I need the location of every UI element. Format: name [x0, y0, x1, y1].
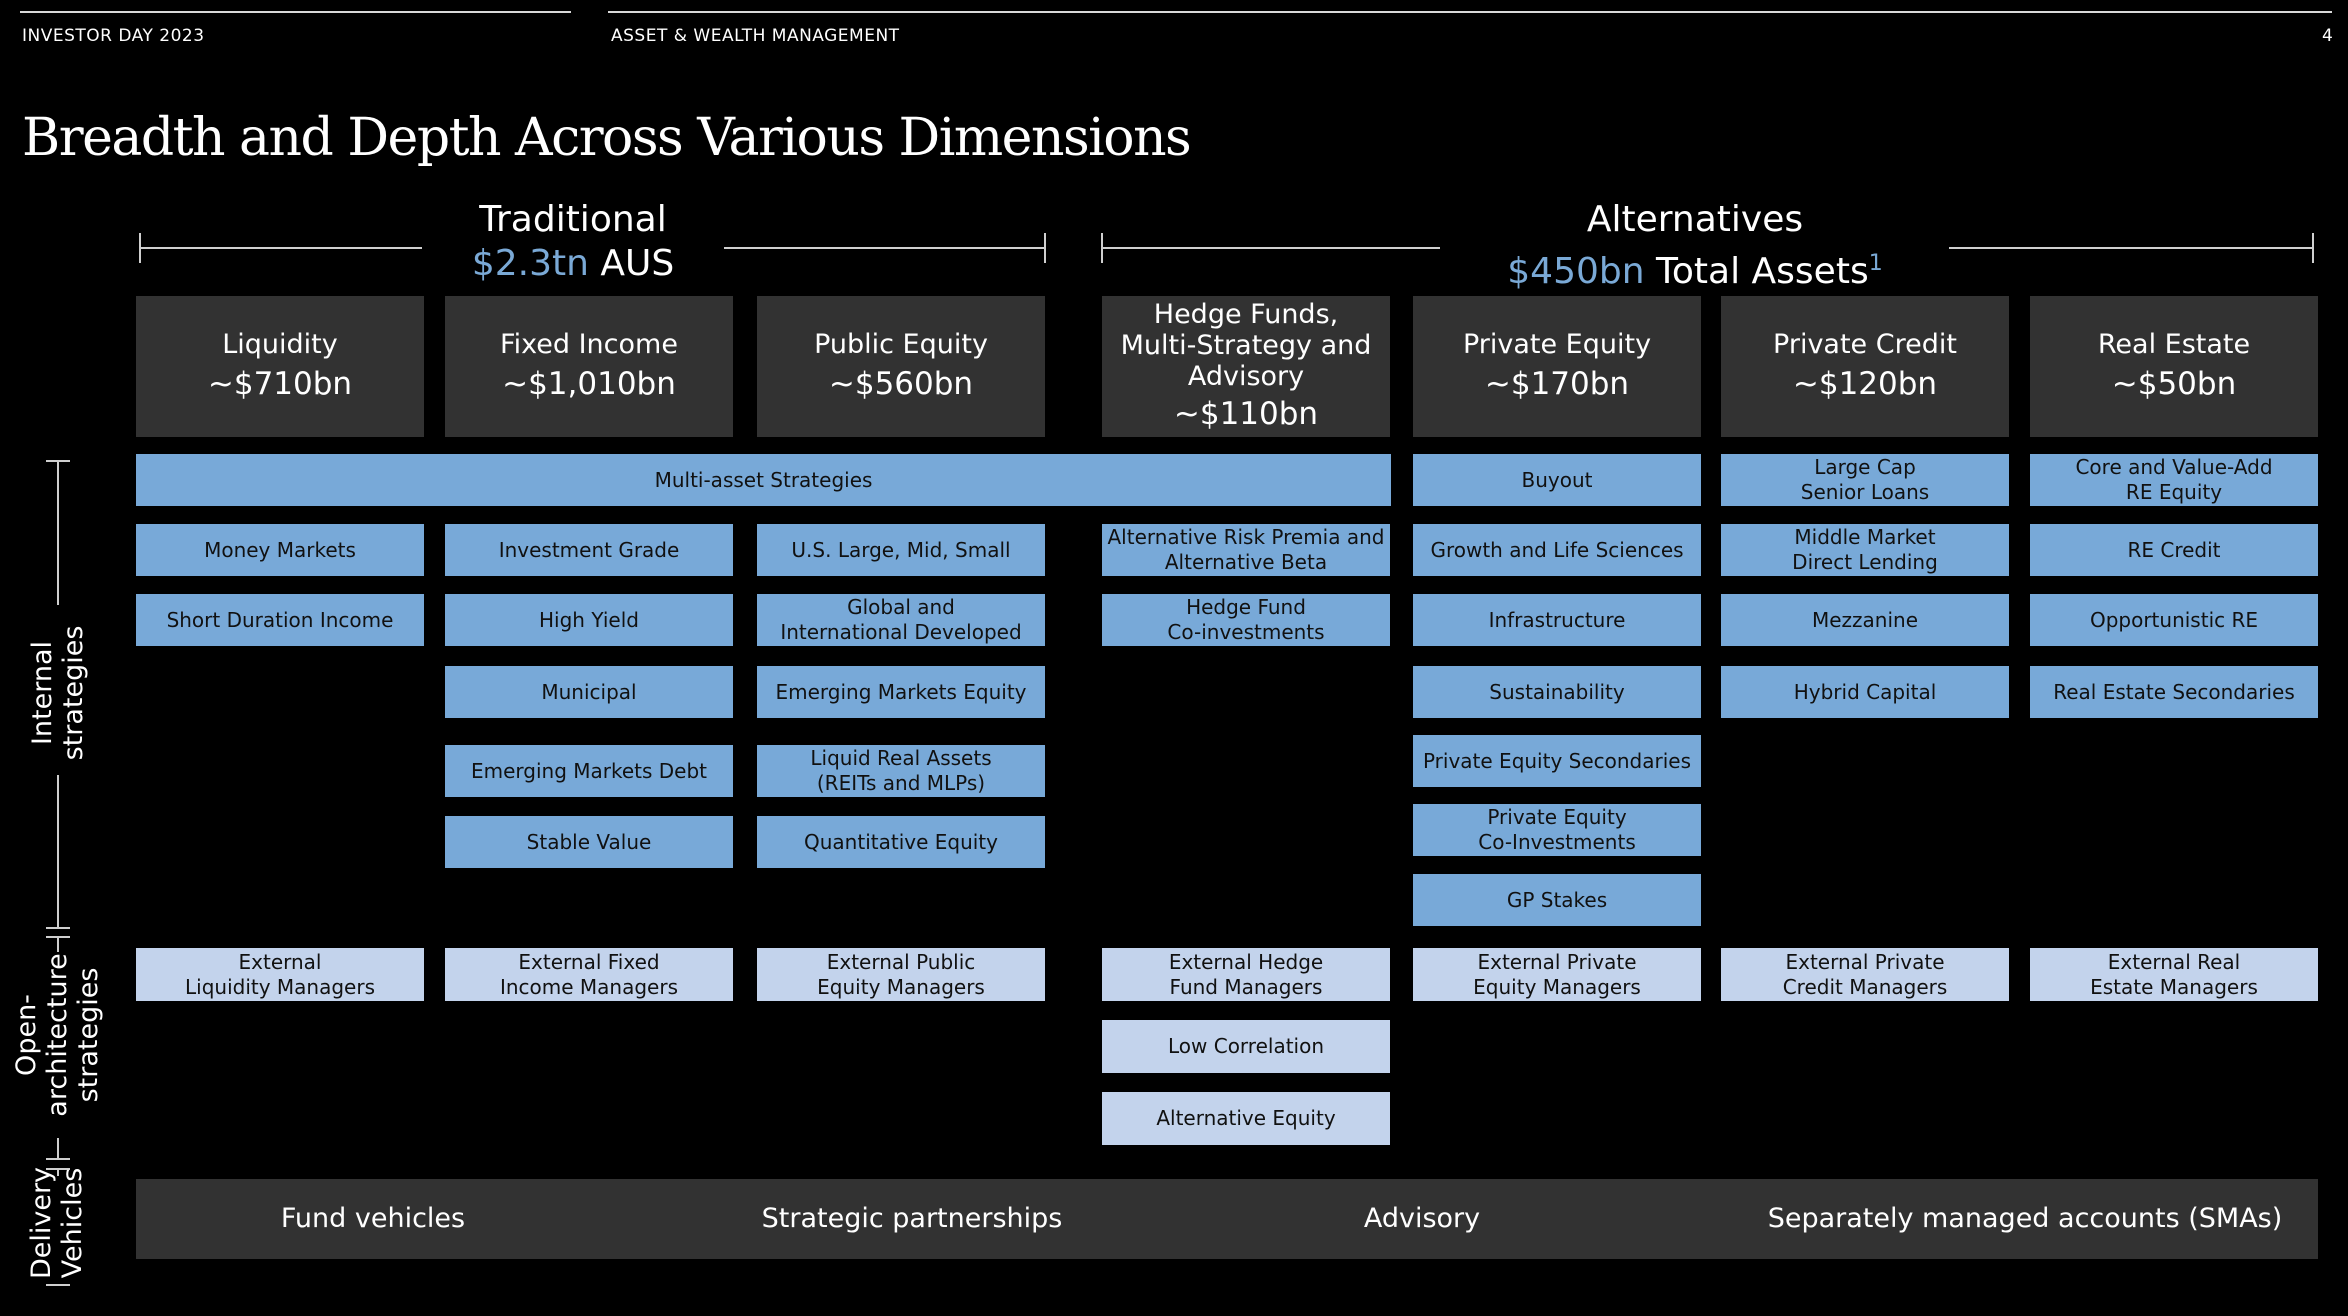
internal-strategies-label: Internal strategies	[27, 625, 89, 761]
strategy-box: Stable Value	[445, 816, 733, 868]
strategy-multi-asset: Multi-asset Strategies	[136, 454, 1391, 506]
strategy-box: Hybrid Capital	[1721, 666, 2009, 718]
side-bracket-open-lower	[57, 1138, 59, 1158]
strategy-box: Infrastructure	[1413, 594, 1701, 646]
strategy-box: Quantitative Equity	[757, 816, 1045, 868]
trad-bracket-left	[139, 247, 422, 249]
strategy-box: U.S. Large, Mid, Small	[757, 524, 1045, 576]
strategy-box: Real Estate Secondaries	[2030, 666, 2318, 718]
column-value: ~$560bn	[828, 366, 974, 402]
strategy-box: Hedge Fund Co-investments	[1102, 594, 1390, 646]
column-header-liquidity: Liquidity ~$710bn	[136, 296, 424, 437]
strategy-box: Mezzanine	[1721, 594, 2009, 646]
column-name: Fixed Income	[500, 329, 678, 360]
column-value: ~$50bn	[2111, 366, 2237, 402]
alt-bracket-right	[1949, 247, 2313, 249]
column-value: ~$120bn	[1792, 366, 1938, 402]
traditional-heading: Traditional $2.3tn AUS	[422, 198, 724, 286]
trad-bracket-right-tick	[1044, 233, 1046, 263]
delivery-item-advisory: Advisory	[1363, 1203, 1481, 1234]
external-manager-box: External Liquidity Managers	[136, 948, 424, 1001]
strategy-box: Private Equity Secondaries	[1413, 735, 1701, 787]
strategy-box: Sustainability	[1413, 666, 1701, 718]
strategy-box: Private Equity Co-Investments	[1413, 804, 1701, 856]
event-label: INVESTOR DAY 2023	[22, 26, 205, 46]
traditional-total: $2.3tn AUS	[471, 243, 675, 284]
column-header-hedge-funds: Hedge Funds, Multi-Strategy and Advisory…	[1102, 296, 1390, 437]
column-name: Private Equity	[1462, 329, 1652, 360]
delivery-vehicles-bar	[136, 1179, 2318, 1259]
strategy-box: Municipal	[445, 666, 733, 718]
column-header-private-equity: Private Equity ~$170bn	[1413, 296, 1701, 437]
low-correlation-box: Low Correlation	[1102, 1020, 1390, 1073]
strategy-box: GP Stakes	[1413, 874, 1701, 926]
column-value: ~$1,010bn	[502, 366, 676, 402]
page-title: Breadth and Depth Across Various Dimensi…	[22, 108, 1192, 168]
external-manager-box: External Hedge Fund Managers	[1102, 948, 1390, 1001]
column-header-private-credit: Private Credit ~$120bn	[1721, 296, 2009, 437]
column-header-real-estate: Real Estate ~$50bn	[2030, 296, 2318, 437]
side-bracket-open-upper	[57, 936, 59, 952]
strategy-box: Large Cap Senior Loans	[1721, 454, 2009, 506]
strategy-box: Alternative Risk Premia and Alternative …	[1102, 524, 1390, 576]
column-header-public-equity: Public Equity ~$560bn	[757, 296, 1045, 437]
header-rule-right	[608, 11, 2332, 13]
header-rule-left	[20, 11, 571, 13]
column-name: Private Credit	[1773, 329, 1957, 360]
strategy-box: Liquid Real Assets (REITs and MLPs)	[757, 745, 1045, 797]
strategy-box: Opportunistic RE	[2030, 594, 2318, 646]
alternative-equity-box: Alternative Equity	[1102, 1092, 1390, 1145]
column-value: ~$110bn	[1173, 396, 1319, 432]
side-bracket-tick-internal-end	[46, 927, 70, 929]
column-name: Liquidity	[222, 329, 338, 360]
external-manager-box: External Private Equity Managers	[1413, 948, 1701, 1001]
traditional-name: Traditional	[479, 199, 667, 240]
external-manager-box: External Private Credit Managers	[1721, 948, 2009, 1001]
strategy-box: Money Markets	[136, 524, 424, 576]
column-name: Hedge Funds, Multi-Strategy and Advisory	[1120, 299, 1372, 392]
strategy-box: RE Credit	[2030, 524, 2318, 576]
delivery-item-fund-vehicles: Fund vehicles	[280, 1203, 466, 1234]
side-bracket-tick-open-end	[46, 1158, 70, 1160]
external-manager-box: External Public Equity Managers	[757, 948, 1045, 1001]
side-bracket-internal-lower	[57, 775, 59, 927]
external-manager-box: External Fixed Income Managers	[445, 948, 733, 1001]
delivery-item-strategic-partnerships: Strategic partnerships	[761, 1203, 1063, 1234]
strategy-box: Global and International Developed	[757, 594, 1045, 646]
delivery-item-smas: Separately managed accounts (SMAs)	[1767, 1203, 2283, 1234]
strategy-box: High Yield	[445, 594, 733, 646]
strategy-box: Emerging Markets Equity	[757, 666, 1045, 718]
column-name: Public Equity	[814, 329, 988, 360]
strategy-box: Short Duration Income	[136, 594, 424, 646]
strategy-box: Growth and Life Sciences	[1413, 524, 1701, 576]
delivery-vehicles-label: Delivery Vehicles	[26, 1166, 88, 1280]
strategy-box: Investment Grade	[445, 524, 733, 576]
open-architecture-label: Open- architecture strategies	[11, 953, 104, 1117]
alt-bracket-right-tick	[2312, 233, 2314, 263]
alt-bracket-left	[1101, 247, 1440, 249]
trad-bracket-right	[724, 247, 1045, 249]
strategy-box: Emerging Markets Debt	[445, 745, 733, 797]
column-value: ~$170bn	[1484, 366, 1630, 402]
alternatives-heading: Alternatives $450bn Total Assets1	[1450, 198, 1940, 294]
alternatives-name: Alternatives	[1586, 199, 1804, 240]
strategy-box: Buyout	[1413, 454, 1701, 506]
alternatives-total: $450bn Total Assets1	[1507, 251, 1883, 292]
external-manager-box: External Real Estate Managers	[2030, 948, 2318, 1001]
side-bracket-delivery	[57, 1168, 59, 1176]
column-value: ~$710bn	[207, 366, 353, 402]
strategy-box: Middle Market Direct Lending	[1721, 524, 2009, 576]
side-bracket-internal-upper	[57, 460, 59, 605]
strategy-box: Core and Value-Add RE Equity	[2030, 454, 2318, 506]
column-header-fixed-income: Fixed Income ~$1,010bn	[445, 296, 733, 437]
side-bracket-tick-bottom	[46, 1284, 70, 1286]
column-name: Real Estate	[2097, 329, 2251, 360]
section-label: ASSET & WEALTH MANAGEMENT	[611, 26, 900, 46]
page-number: 4	[2322, 26, 2334, 46]
